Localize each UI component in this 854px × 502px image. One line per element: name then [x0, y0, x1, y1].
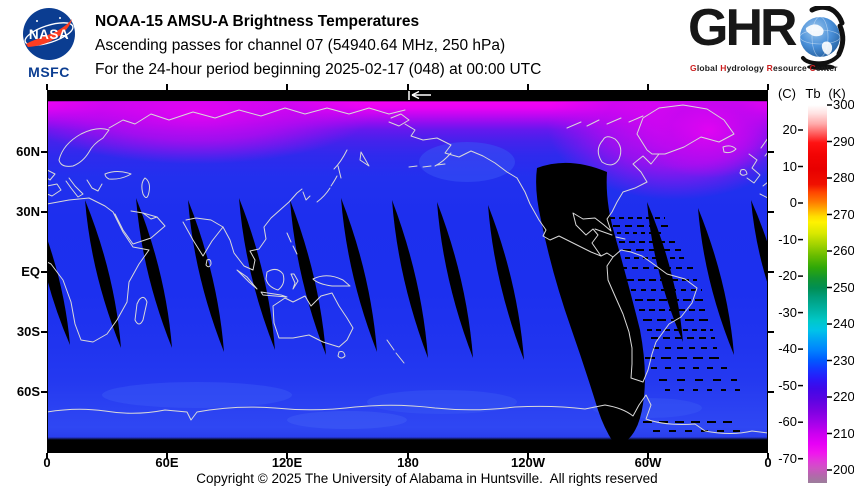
lon-label-120w: 120W — [511, 455, 545, 470]
lon-label-180: 180 — [397, 455, 419, 470]
page-title: NOAA-15 AMSU-A Brightness Temperatures — [95, 13, 420, 30]
ghrc-wordmark: GHR — [688, 0, 798, 57]
coastlines — [47, 104, 768, 434]
page-subtitle-period: For the 24-hour period beginning 2025-02… — [95, 61, 542, 78]
celsius-tick-10: 10 — [782, 158, 797, 174]
lon-label-60w: 60W — [634, 455, 662, 470]
ghrc-tagline: Global Hydrology Resource Center — [690, 63, 852, 73]
kelvin-tick-230: 230 — [833, 352, 854, 368]
lat-label-60s: 60S — [16, 384, 40, 399]
celsius-tick-m70: -70 — [778, 450, 797, 466]
nasa-logo-icon: NASA — [23, 8, 75, 60]
kelvin-tick-290: 290 — [833, 133, 854, 149]
ghrc-logo: GHR Global Hydrology Resource Center — [688, 0, 852, 78]
dropout-dashes — [610, 217, 747, 432]
ghrc-tagline-word4: enter — [815, 63, 838, 73]
lon-label-60e: 60E — [155, 455, 179, 470]
ghrc-tagline-word3: esource — [772, 63, 807, 73]
north-polar-nodata-band — [47, 90, 768, 101]
kelvin-tick-200: 200 — [833, 462, 854, 477]
ghrc-tagline-word4-initial: C — [809, 63, 816, 73]
title-block: NOAA-15 AMSU-A Brightness Temperatures A… — [95, 10, 655, 82]
celsius-tick-m10: -10 — [778, 231, 797, 247]
south-polar-nodata-band — [47, 440, 768, 453]
ghrc-tagline-word1: lobal — [696, 63, 718, 73]
celsius-tick-m50: -50 — [778, 377, 797, 393]
kelvin-tick-240: 240 — [833, 316, 854, 331]
map-canvas — [47, 90, 768, 453]
celsius-tick-m20: -20 — [778, 268, 797, 284]
celsius-tick-m60: -60 — [778, 414, 797, 430]
kelvin-tick-270: 270 — [833, 206, 854, 222]
lon-label-0w: 0 — [764, 455, 772, 470]
kelvin-tick-250: 250 — [833, 279, 854, 295]
swath-gap-slivers — [47, 198, 768, 360]
colorbar-quantity-header: Tb — [805, 86, 821, 101]
celsius-tick-20: 20 — [782, 122, 797, 137]
ghrc-tagline-word1-initial: G — [690, 63, 697, 73]
kelvin-tick-300: 300 — [833, 97, 854, 112]
celsius-tick-0: 0 — [789, 195, 797, 210]
ghrc-tagline-word2: ydrology — [726, 63, 765, 73]
colorbar-celsius-header: (C) — [777, 86, 797, 101]
nasa-wordmark: NASA — [29, 27, 69, 42]
pass-start-arrow-icon — [408, 90, 431, 100]
ghrc-tagline-word3-initial: R — [766, 63, 773, 73]
lon-label-120e: 120E — [271, 455, 303, 470]
celsius-tick-m40: -40 — [778, 341, 797, 357]
nasa-caption: MSFC — [28, 64, 70, 80]
brightness-temperature-map — [47, 90, 768, 453]
kelvin-tick-210: 210 — [833, 425, 854, 441]
celsius-tick-m30: -30 — [778, 304, 797, 320]
page-subtitle-channel: Ascending passes for channel 07 (54940.6… — [95, 37, 506, 54]
kelvin-tick-220: 220 — [833, 389, 854, 404]
lat-label-eq: EQ — [21, 264, 40, 279]
copyright-notice: Copyright © 2025 The University of Alaba… — [196, 471, 658, 486]
lat-label-30s: 30S — [16, 324, 40, 339]
kelvin-tick-280: 280 — [833, 170, 854, 185]
lat-label-60n: 60N — [16, 144, 40, 159]
map-border — [47, 90, 768, 453]
kelvin-tick-260: 260 — [833, 243, 854, 258]
ghrc-globe-icon — [799, 6, 846, 70]
warm-patches — [102, 142, 702, 429]
colorbar-kelvin-header: (K) — [828, 86, 846, 101]
americas-nodata-crescent — [536, 162, 645, 442]
lon-label-0e: 0 — [43, 455, 51, 470]
ghrc-tagline-word2-initial: H — [720, 63, 727, 73]
lat-label-30n: 30N — [16, 204, 40, 219]
colorbar-gradient — [808, 105, 827, 483]
